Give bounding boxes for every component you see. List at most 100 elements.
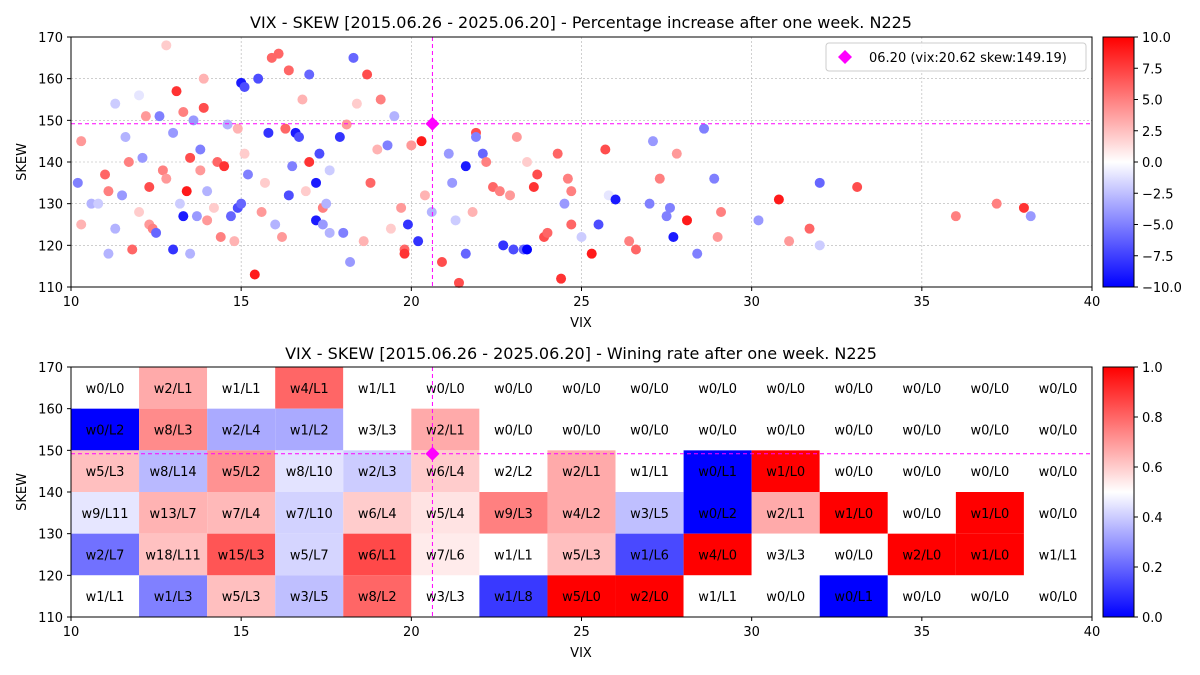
heatmap-cell-label: w0/L0 [86,382,125,397]
heatmap-cell [479,492,548,534]
scatter-point [477,148,488,159]
heatmap-cell [819,367,888,409]
scatter-point [382,140,393,151]
heatmap-cell [887,408,956,451]
heatmap-cell [955,367,1024,409]
heatmap-cell [275,533,344,576]
scatter-point [168,127,179,138]
scatter-point [624,236,635,247]
scatter-point [593,219,604,230]
scatter-point [117,190,128,201]
heatmap-cell-label: w3/L3 [358,424,397,439]
heatmap-cell-label: w0/L0 [1039,424,1078,439]
scatter-colorbar-tick-label: −5.0 [1142,219,1174,234]
heatmap-cell-label: w2/L2 [494,465,533,480]
heatmap-cell-label: w0/L0 [426,382,465,397]
scatter-y-tick-label: 110 [38,281,63,296]
heatmap-cell [819,450,888,492]
heatmap-cell [411,450,480,492]
heatmap-cell-label: w0/L0 [562,382,601,397]
legend-label: 06.20 (vix:20.62 skew:149.19) [869,51,1067,66]
heatmap-cell-label: w3/L5 [290,590,329,605]
heatmap-cell-label: w0/L2 [698,507,737,522]
heatmap-cell [71,533,140,576]
heatmap-colorbar-tick-label: 0.4 [1142,511,1163,526]
heatmap-cell-label: w8/L14 [150,465,197,480]
scatter-point [426,207,437,217]
scatter-point [664,202,675,213]
scatter-point [256,207,267,217]
heatmap-cell-label: w1/L0 [971,507,1010,522]
heatmap-cell-label: w5/L0 [562,590,601,605]
heatmap-cell-label: w13/L7 [150,507,197,522]
heatmap-cell-label: w0/L0 [971,465,1010,480]
heatmap-cell-label: w5/L3 [562,549,601,564]
scatter-point [586,248,597,259]
scatter-point [324,165,335,176]
heatmap-cell [275,492,344,534]
scatter-point [334,132,345,142]
scatter-point [753,215,764,226]
heatmap-colorbar-bar [1102,366,1135,618]
scatter-point [576,232,587,242]
scatter-point [144,182,155,192]
scatter-y-tick-label: 140 [38,156,63,171]
scatter-x-tick-label: 40 [1084,295,1101,310]
heatmap-cell-label: w2/L1 [766,507,805,522]
scatter-point [552,148,563,159]
scatter-point [72,177,83,188]
scatter-point [362,69,373,80]
heatmap-cell-label: w0/L1 [834,590,873,605]
heatmap-cell-label: w5/L4 [426,507,465,522]
heatmap-cell [71,408,140,451]
heatmap-cell-label: w1/L3 [154,590,193,605]
heatmap-cell [751,408,820,451]
heatmap-cell [955,408,1024,451]
heatmap-cell-label: w3/L3 [766,549,805,564]
heatmap-cell-label: w3/L5 [630,507,669,522]
scatter-point [716,207,727,217]
heatmap-cell-label: w9/L3 [494,507,533,522]
heatmap-reference-marker [425,446,440,461]
scatter-point [236,198,247,209]
heatmap-cell [819,408,888,451]
scatter-point [668,232,679,242]
scatter-colorbar-tick-label: 5.0 [1142,94,1163,109]
heatmap-cell-label: w0/L0 [971,590,1010,605]
scatter-point [161,173,172,184]
heatmap-cell [615,533,684,576]
scatter-point [470,132,481,142]
legend-box [825,42,1087,72]
heatmap-cell-label: w0/L0 [1039,382,1078,397]
scatter-colorbar-tick-label: 0.0 [1142,156,1163,171]
scatter-colorbar-tick-label: 2.5 [1142,125,1163,140]
heatmap-cell-label: w4/L0 [698,549,737,564]
scatter-point [161,40,172,51]
heatmap-cell [411,408,480,451]
scatter-point [804,223,815,234]
heatmap-cell [1023,533,1092,576]
scatter-point [453,277,464,288]
heatmap-cell-label: w8/L2 [358,590,397,605]
scatter-point [191,211,202,222]
scatter-point [93,198,104,209]
scatter-point [253,73,264,84]
heatmap-cell [887,492,956,534]
heatmap-cell-label: w8/L3 [154,424,193,439]
heatmap-cell [479,450,548,492]
heatmap-cell [819,533,888,576]
scatter-point [508,244,519,255]
heatmap-cell-label: w1/L0 [971,549,1010,564]
scatter-point [110,223,121,234]
heatmap-axis-ticks: 10 15 20 25 30 35 40 110 120 130 140 150 160 170 [38,361,1100,640]
heatmap-cell [275,408,344,451]
heatmap-cell-label: w0/L0 [494,382,533,397]
scatter-point [215,232,226,242]
heatmap-cell-label: w1/L1 [494,549,533,564]
scatter-point [277,232,288,242]
scatter-point [467,207,478,217]
scatter-point [1025,211,1036,222]
scatter-point [709,173,720,184]
heatmap-cell-label: w0/L0 [971,424,1010,439]
heatmap-cell-label: w0/L0 [834,382,873,397]
